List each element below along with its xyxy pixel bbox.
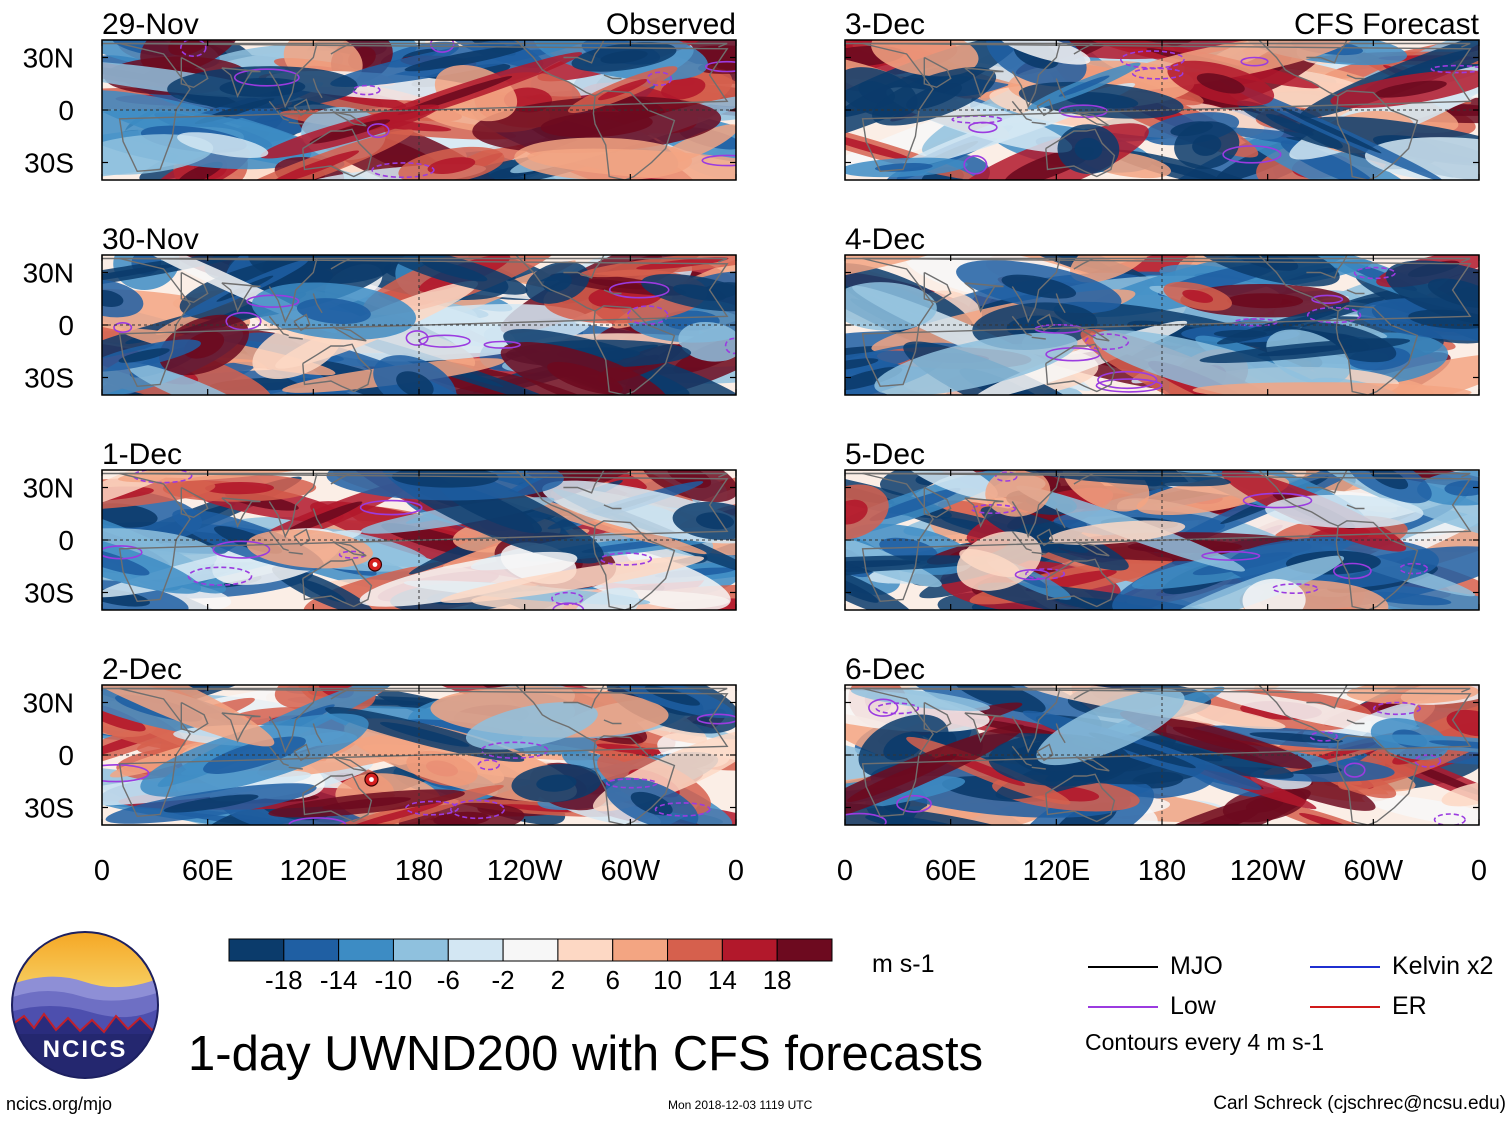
panel-date-label: 29-Nov — [102, 8, 199, 41]
legend-line-kelvin — [1310, 966, 1380, 968]
lon-tick-label: 180 — [1138, 855, 1186, 887]
colorbar-tick-label: -14 — [320, 965, 358, 995]
panel-date-label: 1-Dec — [102, 438, 182, 471]
logo-text: NCICS — [43, 1036, 128, 1063]
legend-line-mjo — [1088, 966, 1158, 968]
lon-tick-label: 120W — [1230, 855, 1306, 887]
colorbar-tick-label: -6 — [437, 965, 460, 995]
colorbar-swatch — [668, 939, 723, 961]
x-axes-group: 0 60E 120E 180 120W 60W 0 0 60E 120E 180 120W 60W 0 — [94, 855, 1487, 887]
colorbar-tick-label: 10 — [653, 965, 682, 995]
lat-tick-label: 30S — [24, 578, 74, 609]
panel-3-Dec: 3-Dec CFS Forecast — [745, 0, 1510, 233]
colorbar-units: m s-1 — [872, 950, 935, 979]
lat-tick-label: 0 — [58, 525, 74, 556]
lon-tick-label: 60E — [182, 855, 234, 887]
lon-tick-label: 120E — [279, 855, 347, 887]
colorbar-swatch — [393, 939, 448, 961]
legend-label-kelvin: Kelvin x2 — [1392, 952, 1493, 981]
author-credit: Carl Schreck (cjschrec@ncsu.edu) — [1213, 1093, 1506, 1115]
panel-5-Dec: 5-Dec — [720, 423, 1510, 655]
colorbar-tick-label: -18 — [265, 965, 303, 995]
colorbar-swatch — [339, 939, 394, 961]
figure-title: 1-day UWND200 with CFS forecasts — [188, 1026, 983, 1082]
colorbar: -18 -14 -10 -6 -2 2 6 10 14 18 — [229, 939, 832, 995]
panel-date-label: 6-Dec — [845, 653, 925, 686]
panel-tag-label: CFS Forecast — [1294, 8, 1480, 41]
panel-29-Nov: 30N 0 30S 29-Nov Observed — [0, 0, 831, 224]
legend-label-er: ER — [1392, 992, 1427, 1021]
panel-date-label: 3-Dec — [845, 8, 925, 41]
colorbar-tick-label: 6 — [605, 965, 619, 995]
legend-label-low: Low — [1170, 992, 1216, 1021]
tropical-cyclone-icon — [365, 773, 378, 786]
timestamp: Mon 2018-12-03 1119 UTC — [668, 1098, 812, 1112]
wind-field — [0, 616, 774, 854]
lon-tick-label: 0 — [94, 855, 110, 887]
panel-6-Dec: 6-Dec — [732, 623, 1510, 882]
colorbar-swatch — [722, 939, 777, 961]
lat-tick-label: 30N — [23, 688, 74, 719]
lon-tick-label: 60E — [925, 855, 977, 887]
colorbar-tick-label: 18 — [763, 965, 792, 995]
panel-30-Nov: 30N 0 30S 30-Nov — [0, 209, 827, 452]
contours-note: Contours every 4 m s-1 — [1085, 1029, 1324, 1056]
panel-date-label: 5-Dec — [845, 438, 925, 471]
lon-tick-label: 0 — [728, 855, 744, 887]
colorbar-tick-label: -2 — [492, 965, 515, 995]
lon-tick-label: 0 — [1471, 855, 1487, 887]
colorbar-swatch — [558, 939, 613, 961]
lat-tick-label: 0 — [58, 310, 74, 341]
legend-line-er — [1310, 1006, 1380, 1008]
figure-canvas: 30N030S29-Nov Observed30N030S30-Nov30N030… — [0, 0, 1510, 1121]
site-url[interactable]: ncics.org/mjo — [6, 1094, 112, 1115]
colorbar-tick-label: 14 — [708, 965, 737, 995]
colorbar-swatch — [448, 939, 503, 961]
lat-tick-label: 0 — [58, 740, 74, 771]
lat-tick-label: 30N — [23, 473, 74, 504]
lat-tick-label: 30N — [23, 43, 74, 74]
lon-tick-label: 60W — [601, 855, 661, 887]
colorbar-swatch — [613, 939, 668, 961]
lat-tick-label: 30S — [24, 793, 74, 824]
panel-2-Dec: 30N 0 30S 2-Dec — [0, 616, 774, 854]
lon-tick-label: 60W — [1344, 855, 1404, 887]
panel-1-Dec: 30N 0 30S 1-Dec — [0, 418, 834, 669]
colorbar-swatch — [503, 939, 558, 961]
colorbar-swatch — [777, 939, 832, 961]
legend-line-low — [1088, 1006, 1158, 1008]
panel-date-label: 4-Dec — [845, 223, 925, 256]
lon-tick-label: 120E — [1022, 855, 1090, 887]
colorbar-swatch — [229, 939, 284, 961]
colorbar-tick-label: 2 — [551, 965, 565, 995]
wind-field — [720, 423, 1510, 655]
panel-4-Dec: 4-Dec — [729, 217, 1510, 462]
colorbar-swatch — [284, 939, 339, 961]
panel-tag-label: Observed — [606, 8, 736, 41]
lat-tick-label: 30S — [24, 363, 74, 394]
lat-tick-label: 0 — [58, 95, 74, 126]
panel-date-label: 30-Nov — [102, 223, 199, 256]
legend-label-mjo: MJO — [1170, 952, 1223, 981]
tropical-cyclone-icon — [368, 558, 381, 571]
colorbar-tick-label: -10 — [375, 965, 413, 995]
ncics-logo: NCICS — [10, 930, 160, 1080]
panel-date-label: 2-Dec — [102, 653, 182, 686]
lon-tick-label: 0 — [837, 855, 853, 887]
lon-tick-label: 120W — [487, 855, 563, 887]
lat-tick-label: 30N — [23, 258, 74, 289]
lat-tick-label: 30S — [24, 148, 74, 179]
lon-tick-label: 180 — [395, 855, 443, 887]
